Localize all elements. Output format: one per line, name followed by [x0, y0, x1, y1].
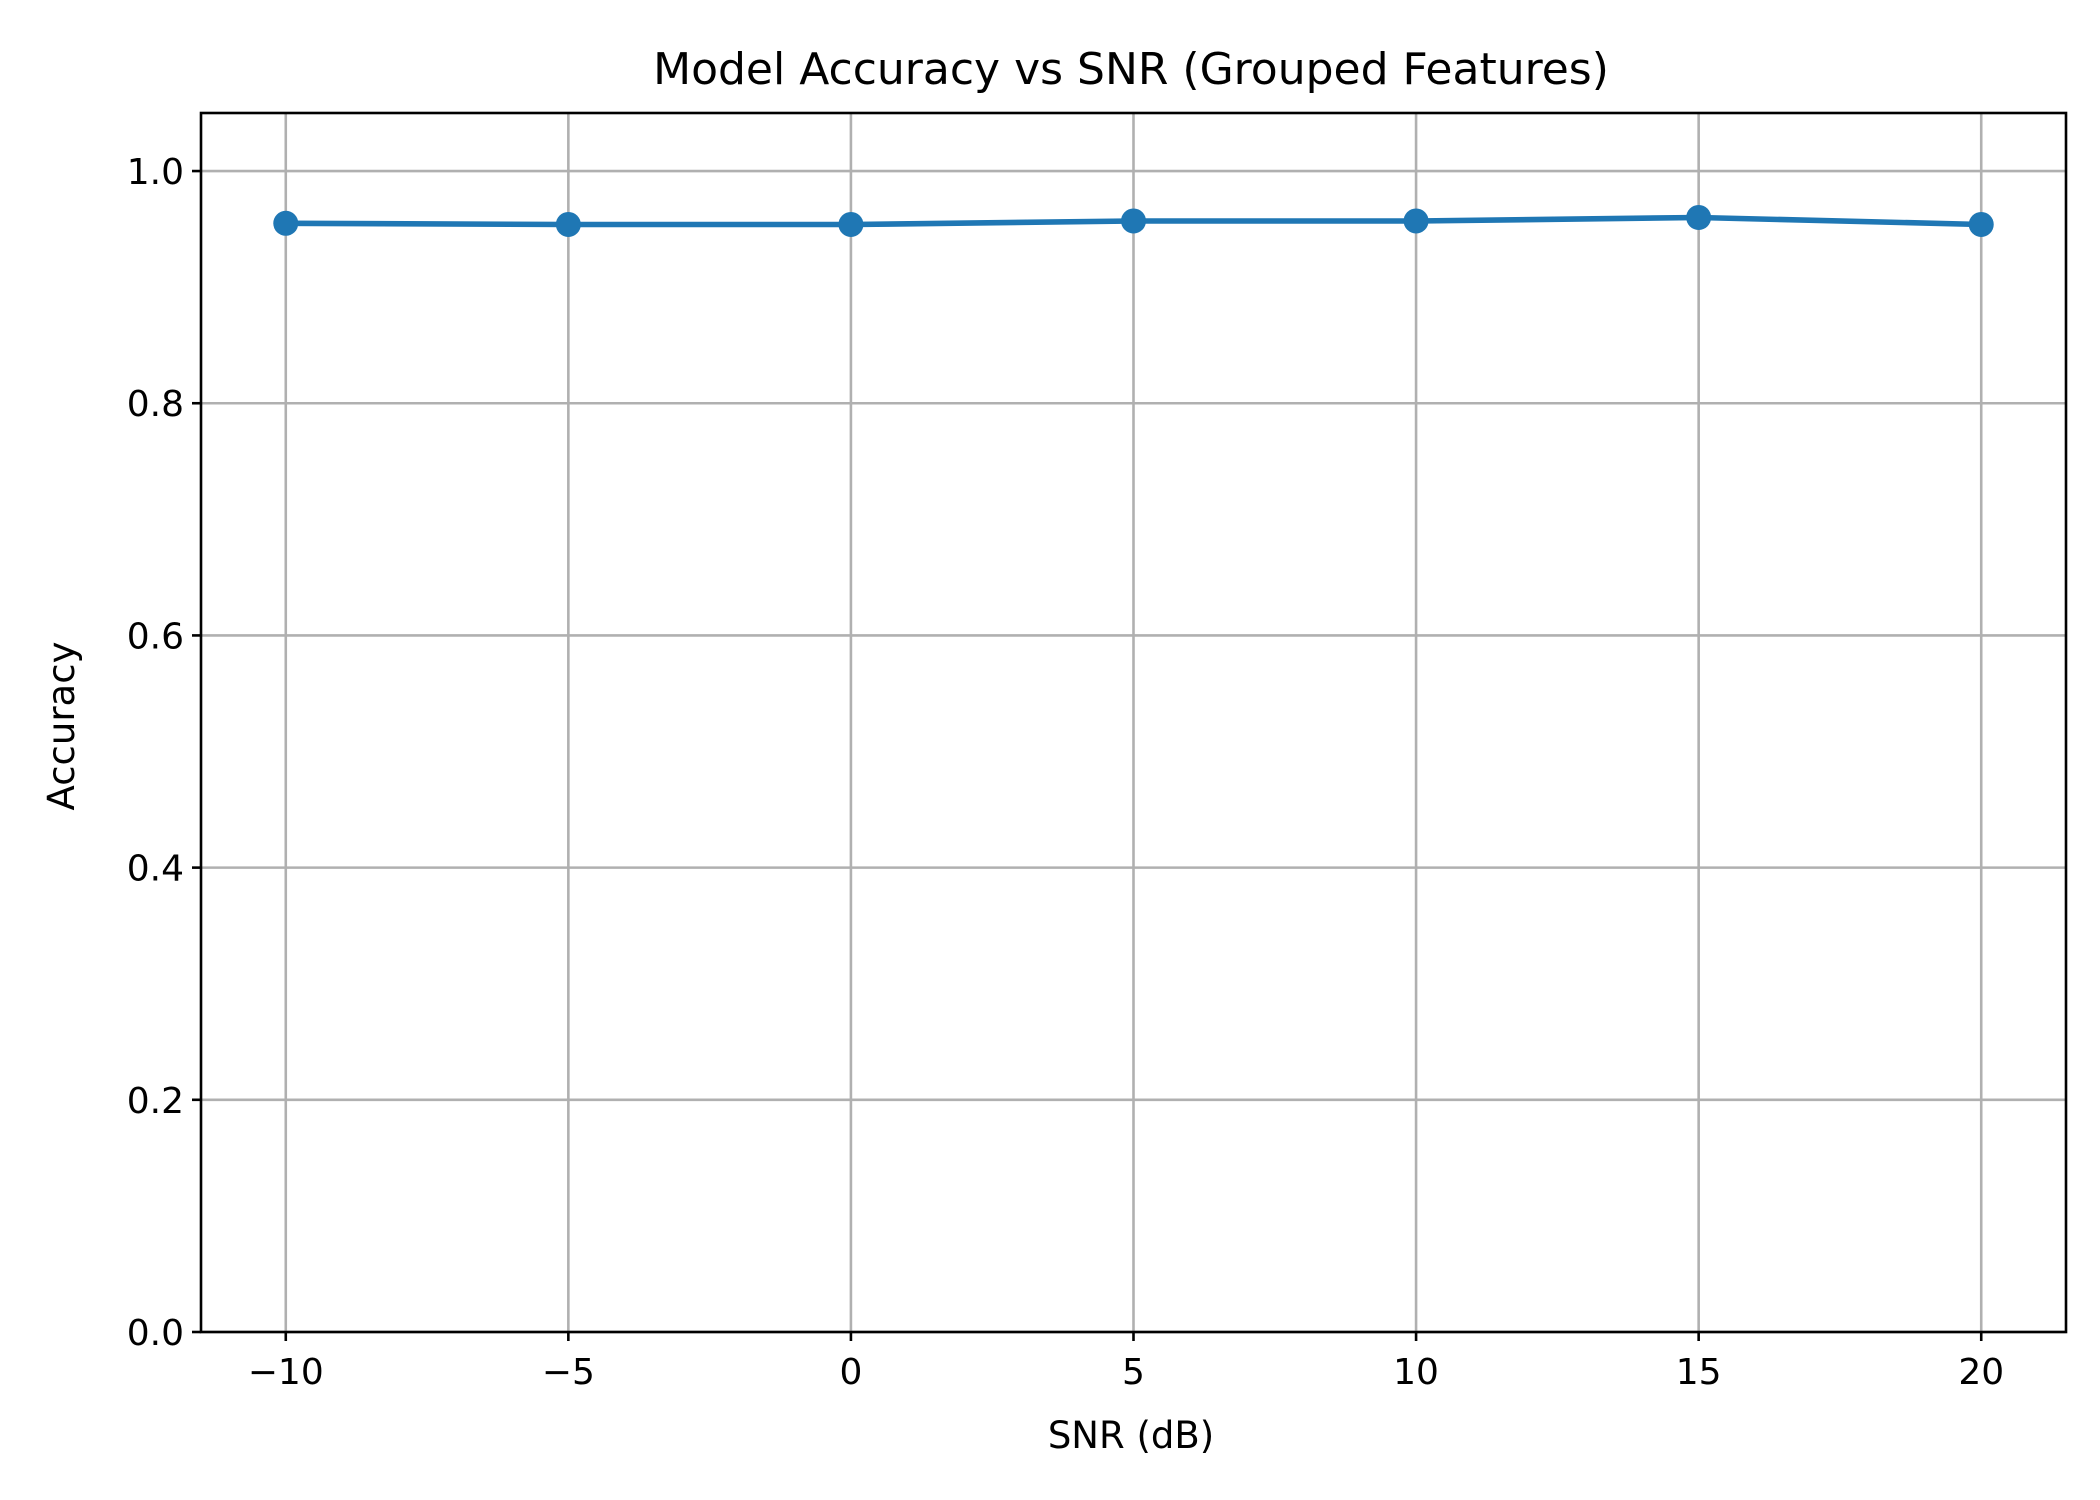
- y-tick-label: 0.8: [127, 384, 184, 425]
- data-point: [1686, 204, 1712, 230]
- data-point: [838, 211, 864, 237]
- x-axis-label: SNR (dB): [1048, 1414, 1214, 1457]
- x-tick-label: 20: [1958, 1352, 2004, 1393]
- data-point: [555, 211, 581, 237]
- axis-ticks: −10 −5 0 5 10 15 20 0.0 0.2 0.4 0.6 0.8 1.0: [127, 152, 2004, 1393]
- y-tick-label: 0.6: [127, 616, 184, 657]
- data-point: [1121, 208, 1146, 234]
- data-point: [1403, 208, 1429, 234]
- x-tick-label: −5: [542, 1352, 595, 1393]
- x-tick-label: 0: [839, 1352, 862, 1393]
- x-tick-label: 15: [1676, 1352, 1722, 1393]
- y-tick-label: 1.0: [127, 152, 184, 193]
- x-tick-label: −10: [248, 1352, 324, 1393]
- y-tick-label: 0.4: [127, 849, 184, 890]
- data-point: [273, 210, 299, 236]
- y-tick-label: 0.0: [127, 1313, 184, 1354]
- y-tick-label: 0.2: [127, 1081, 184, 1122]
- chart-title: Model Accuracy vs SNR (Grouped Features): [653, 44, 1609, 95]
- x-tick-label: 5: [1122, 1352, 1145, 1393]
- y-axis-label: Accuracy: [40, 642, 83, 811]
- x-tick-label: 10: [1393, 1352, 1439, 1393]
- series-layer: [273, 204, 1994, 237]
- data-point: [1968, 211, 1994, 237]
